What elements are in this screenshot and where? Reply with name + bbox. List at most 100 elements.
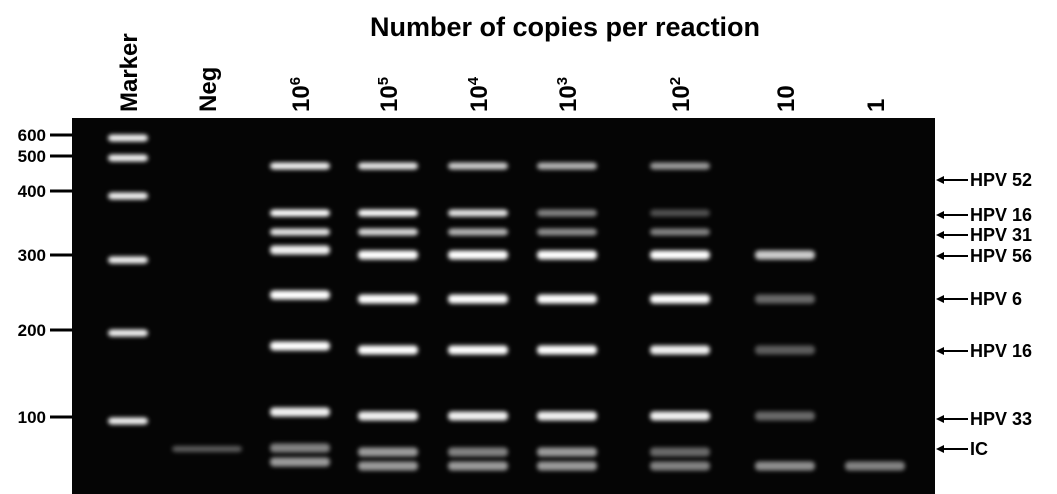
band [358, 163, 418, 170]
size-label: 600 [18, 126, 46, 145]
lane-label-exp: 6 [287, 77, 304, 85]
band [537, 462, 597, 471]
band [270, 291, 330, 300]
band [537, 295, 597, 304]
lane-label: 1 [863, 99, 890, 112]
lane-label-base: Neg [195, 67, 222, 112]
band [537, 163, 597, 170]
band [270, 163, 330, 170]
lane-label-base: 10 [668, 85, 695, 112]
size-label: 400 [18, 182, 46, 201]
lane-label-base: Marker [116, 33, 143, 112]
band [358, 462, 418, 471]
band [270, 246, 330, 255]
lane-label-base: 10 [288, 85, 315, 112]
size-label: 200 [18, 321, 46, 340]
lane-label-exp: 4 [465, 76, 482, 85]
lane-label: 104 [465, 76, 493, 112]
lane-label-base: 1 [863, 99, 890, 112]
band-label: HPV 33 [970, 409, 1032, 429]
band [270, 210, 330, 217]
lane-label: 106 [287, 77, 315, 112]
band [537, 251, 597, 260]
band [755, 295, 815, 304]
band [270, 444, 330, 453]
band [270, 342, 330, 351]
band [108, 418, 148, 425]
size-label: 100 [18, 408, 46, 427]
band [108, 155, 148, 162]
arrow-head [936, 252, 944, 260]
band [537, 210, 597, 217]
lane-label: Marker [116, 33, 143, 112]
band [448, 462, 508, 471]
band [537, 412, 597, 421]
lane-label: 10 [773, 85, 800, 112]
band [448, 163, 508, 170]
band [448, 251, 508, 260]
lane-label-base: 10 [466, 85, 493, 112]
arrow-head [936, 176, 944, 184]
band [358, 229, 418, 236]
band-label: IC [970, 439, 988, 459]
band [755, 346, 815, 355]
band-label: HPV 16 [970, 205, 1032, 225]
arrow-head [936, 231, 944, 239]
band [650, 295, 710, 304]
band [108, 330, 148, 337]
band [650, 210, 710, 217]
band [650, 462, 710, 471]
band [358, 210, 418, 217]
gel-figure: Number of copies per reaction Marker Neg 1… [0, 0, 1057, 494]
band [270, 408, 330, 417]
band [358, 448, 418, 457]
band [448, 412, 508, 421]
band [650, 251, 710, 260]
band [650, 346, 710, 355]
band [358, 295, 418, 304]
band [650, 229, 710, 236]
band-label: HPV 6 [970, 289, 1022, 309]
size-label: 500 [18, 147, 46, 166]
size-label: 300 [18, 246, 46, 265]
arrow-head [936, 347, 944, 355]
lane-label-base: 10 [773, 85, 800, 112]
band [270, 458, 330, 467]
band [358, 346, 418, 355]
band [448, 346, 508, 355]
band [448, 229, 508, 236]
band [650, 412, 710, 421]
band [108, 135, 148, 142]
band [755, 462, 815, 471]
band-label: HPV 56 [970, 246, 1032, 266]
band [448, 210, 508, 217]
band [650, 163, 710, 170]
band-label: HPV 16 [970, 341, 1032, 361]
band [537, 346, 597, 355]
lane-label: 105 [375, 77, 403, 112]
band [650, 448, 710, 457]
band [537, 448, 597, 457]
gel [72, 118, 935, 494]
band [755, 251, 815, 260]
arrow-head [936, 295, 944, 303]
band [537, 229, 597, 236]
lane-label: Neg [195, 67, 222, 112]
band [108, 193, 148, 200]
lane-label-base: 10 [376, 85, 403, 112]
arrow-head [936, 415, 944, 423]
band [448, 295, 508, 304]
arrow-head [936, 211, 944, 219]
lane-label-base: 10 [555, 85, 582, 112]
band [108, 257, 148, 264]
title: Number of copies per reaction [370, 12, 760, 42]
lane-label: 102 [667, 77, 695, 112]
band [845, 462, 905, 471]
lane-label-exp: 2 [667, 77, 684, 85]
band-label: HPV 31 [970, 225, 1032, 245]
band-label: HPV 52 [970, 170, 1032, 190]
lane-label: 103 [554, 77, 582, 112]
band [358, 251, 418, 260]
band [448, 448, 508, 457]
band [755, 412, 815, 421]
